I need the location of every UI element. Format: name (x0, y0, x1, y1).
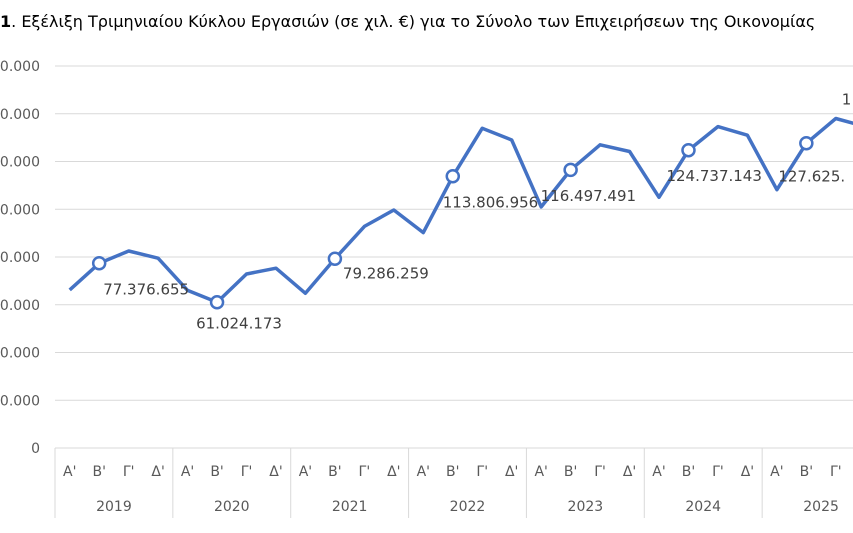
x-tick-quarter: Β' (210, 464, 223, 480)
x-tick-quarter: Γ' (359, 464, 371, 480)
x-tick-quarter: Β' (682, 464, 695, 480)
gridlines (55, 65, 853, 401)
x-tick-quarter: Α' (181, 464, 194, 480)
x-tick-quarter: Γ' (830, 464, 842, 480)
x-tick-quarter: Δ' (151, 464, 164, 480)
x-tick-quarter: Β' (564, 464, 577, 480)
y-tick-label: 0 (31, 441, 40, 457)
x-tick-quarter: Δ' (269, 464, 282, 480)
y-tick-label: 0.000 (0, 298, 40, 314)
data-point-marker (563, 162, 578, 178)
x-tick-year: 2019 (96, 499, 132, 515)
x-tick-year: 2024 (685, 499, 721, 515)
y-axis-ticks: 0 0.000 0.000 0.000 0.000 0.000 0.000 0.000 0.00… (0, 59, 40, 457)
data-label: 124.737.143 (666, 167, 761, 185)
x-tick-quarter: Α' (770, 464, 783, 480)
data-label: 79.286.259 (343, 265, 429, 283)
y-tick-label: 0.000 (0, 59, 40, 75)
x-tick-quarter: Γ' (712, 464, 724, 480)
x-tick-quarter: Γ' (476, 464, 488, 480)
x-tick-year: 2022 (450, 499, 486, 515)
x-tick-quarter: Δ' (741, 464, 754, 480)
chart-title: 1. Εξέλιξη Τριμηνιαίου Κύκλου Εργασιών (… (0, 12, 815, 31)
chart-title-number: 1 (0, 12, 12, 31)
x-tick-year: 2025 (803, 499, 839, 515)
x-axis: Α' Β' Γ' Δ' Α' Β' Γ' Δ' Α' Β' Γ' Δ' Α' Β' Γ' Δ' Α' Β' Γ' Δ'… (54, 447, 853, 518)
data-label: 77.376.655 (103, 280, 189, 298)
data-point-marker (445, 169, 461, 184)
x-tick-quarter: Δ' (623, 464, 636, 480)
data-point-marker (799, 136, 814, 151)
x-tick-quarter: Α' (63, 464, 76, 480)
data-point-marker (681, 142, 696, 158)
data-label: 113.806.956 (443, 193, 538, 211)
x-tick-quarter: Δ' (505, 464, 518, 480)
x-tick-quarter: Β' (92, 464, 105, 480)
x-tick-quarter: Α' (417, 464, 430, 480)
x-tick-quarter: Β' (446, 464, 459, 480)
x-tick-quarter: Α' (534, 464, 547, 480)
data-label: 1 (842, 91, 852, 109)
y-tick-label: 0.000 (0, 346, 40, 362)
x-tick-quarter: Γ' (123, 464, 135, 480)
x-tick-quarter: Β' (328, 464, 341, 480)
x-tick-quarter: Γ' (594, 464, 606, 480)
x-tick-quarter: Α' (299, 464, 312, 480)
series-line-group (68, 116, 853, 310)
y-tick-label: 0.000 (0, 250, 40, 266)
series-line (68, 116, 853, 305)
x-tick-year: 2020 (214, 499, 250, 515)
chart-title-text: . Εξέλιξη Τριμηνιαίου Κύκλου Εργασιών (σ… (11, 12, 816, 31)
y-tick-label: 0.000 (0, 107, 40, 123)
data-label: 61.024.173 (196, 314, 282, 332)
x-tick-quarter: Α' (652, 464, 665, 480)
x-tick-year: 2021 (332, 499, 368, 515)
y-tick-label: 0.000 (0, 155, 40, 171)
x-tick-year: 2023 (568, 499, 604, 515)
x-tick-quarter: Δ' (387, 464, 400, 480)
data-label: 127.625. (778, 167, 845, 185)
x-tick-quarter: Γ' (241, 464, 253, 480)
data-point-marker (209, 295, 225, 310)
data-point-marker (327, 251, 343, 266)
data-point-marker (91, 256, 107, 271)
x-tick-quarter: Β' (800, 464, 813, 480)
y-tick-label: 0.000 (0, 202, 40, 218)
data-labels: 77.376.655 61.024.173 79.286.259 113.806.95… (103, 91, 851, 333)
y-tick-label: 0.000 (0, 393, 40, 409)
data-label: 116.497.491 (541, 187, 636, 205)
